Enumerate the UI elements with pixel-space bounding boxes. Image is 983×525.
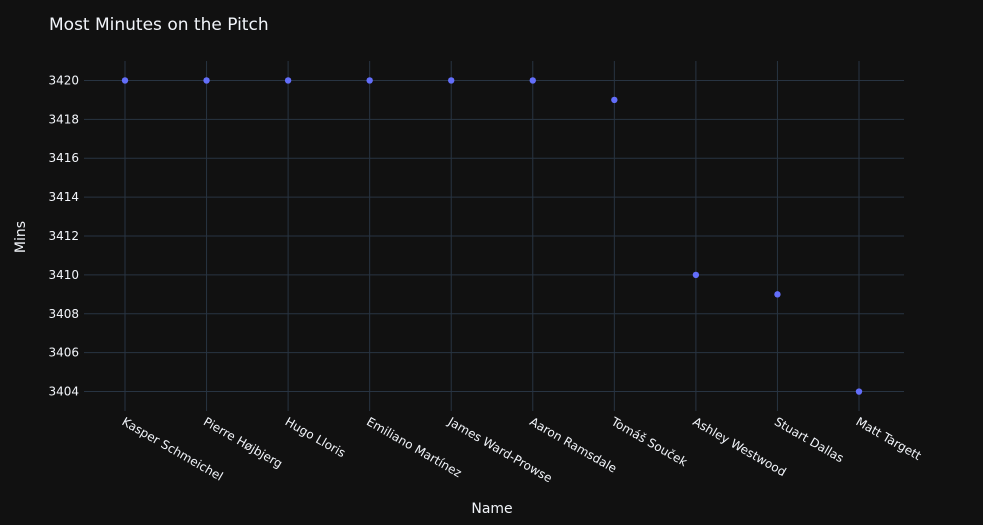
data-point[interactable] [284,77,292,84]
y-tick-label: 3410 [48,268,79,282]
data-point[interactable] [366,77,373,84]
y-tick-label: 3412 [48,229,79,243]
y-axis-title: Mins [13,221,29,253]
data-point[interactable] [692,271,700,279]
grid-lines [84,61,904,411]
data-point[interactable] [855,388,863,395]
y-tick-label: 3404 [48,385,79,399]
data-point[interactable] [448,77,455,84]
y-tick-labels: 3404 3406 3408 3410 3412 3414 3416 3418 3420 [48,73,79,398]
data-point[interactable] [121,77,129,84]
x-axis-title: Name [471,501,512,517]
y-tick-label: 3408 [48,307,79,321]
chart-title: Most Minutes on the Pitch [49,15,269,35]
data-point[interactable] [611,96,618,104]
y-tick-label: 3414 [48,190,79,204]
data-point[interactable] [529,77,536,84]
data-points [121,77,863,395]
y-tick-label: 3418 [48,112,79,126]
y-tick-label: 3420 [48,73,79,87]
data-point[interactable] [203,77,210,84]
data-point[interactable] [774,291,781,298]
y-tick-label: 3406 [48,346,79,360]
y-tick-label: 3416 [48,151,79,165]
